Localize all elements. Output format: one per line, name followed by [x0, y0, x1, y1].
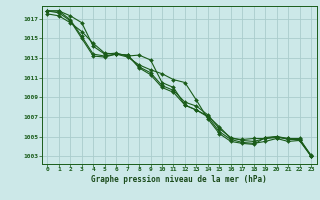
X-axis label: Graphe pression niveau de la mer (hPa): Graphe pression niveau de la mer (hPa) — [91, 175, 267, 184]
